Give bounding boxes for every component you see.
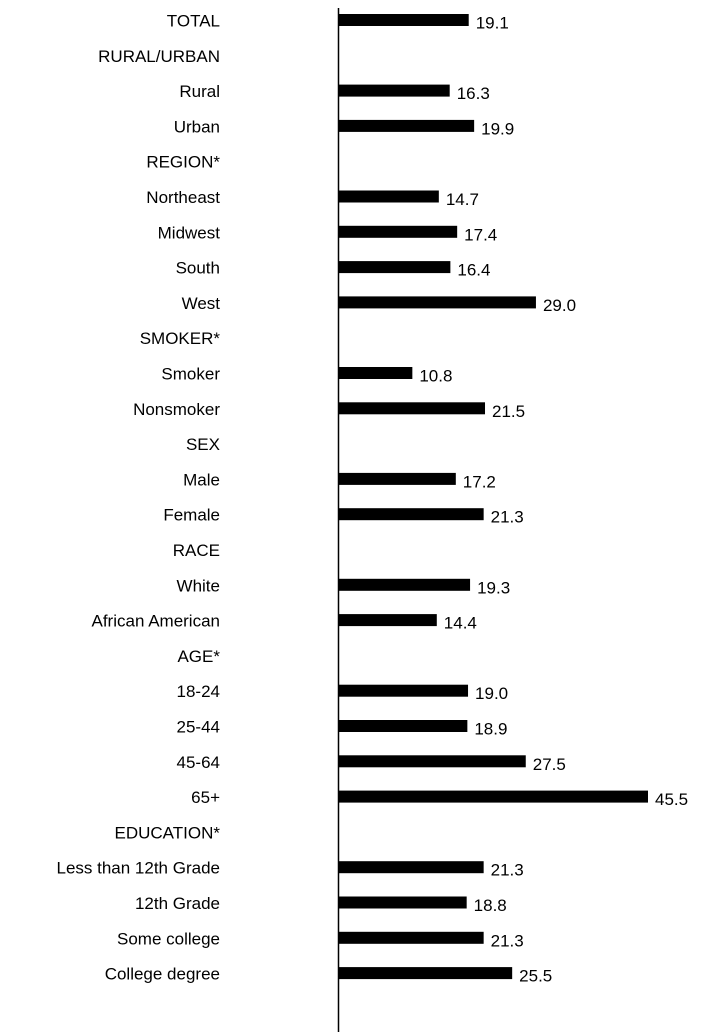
- bar-12th-grade: [339, 896, 467, 909]
- bar-female: [339, 508, 484, 521]
- value-label-less-than-12th-grade: 21.3: [491, 861, 524, 880]
- category-label-female: Female: [163, 506, 220, 525]
- bar-45-64: [339, 755, 526, 768]
- category-label-college-degree: College degree: [105, 965, 220, 984]
- bar-65: [339, 790, 648, 803]
- value-label-white: 19.3: [477, 578, 510, 597]
- category-label-education: EDUCATION*: [115, 823, 221, 842]
- category-label-white: White: [177, 576, 220, 595]
- value-label-college-degree: 25.5: [519, 967, 552, 986]
- value-label-45-64: 27.5: [533, 755, 566, 774]
- category-label-midwest: Midwest: [158, 223, 221, 242]
- value-label-65: 45.5: [655, 790, 688, 809]
- category-label-region: REGION*: [146, 153, 220, 172]
- value-label-rural: 16.3: [457, 84, 490, 103]
- category-label-rural-urban: RURAL/URBAN: [98, 47, 220, 66]
- bar-northeast: [339, 190, 439, 203]
- bar-west: [339, 296, 536, 309]
- bar-nonsmoker: [339, 402, 486, 415]
- category-label-65: 65+: [191, 788, 220, 807]
- bar-midwest: [339, 225, 458, 238]
- category-label-sex: SEX: [186, 435, 220, 454]
- category-label-18-24: 18-24: [177, 682, 220, 701]
- bar-white: [339, 578, 471, 591]
- category-labels: TOTAL RURAL/URBAN Rural Urban REGION* Northea…: [56, 12, 220, 984]
- bar-less-than-12th-grade: [339, 861, 484, 874]
- category-label-some-college: Some college: [117, 929, 220, 948]
- value-label-south: 16.4: [457, 261, 490, 280]
- value-label-some-college: 21.3: [491, 931, 524, 950]
- category-label-african-american: African American: [92, 612, 221, 631]
- category-label-urban: Urban: [174, 117, 220, 136]
- value-label-urban: 19.9: [481, 119, 514, 138]
- value-label-african-american: 14.4: [444, 614, 477, 633]
- category-label-12th-grade: 12th Grade: [135, 894, 220, 913]
- category-label-male: Male: [183, 470, 220, 489]
- category-label-rural: Rural: [179, 82, 220, 101]
- category-label-25-44: 25-44: [177, 718, 220, 737]
- bars: [339, 14, 648, 980]
- category-label-northeast: Northeast: [146, 188, 220, 207]
- bar-african-american: [339, 614, 437, 627]
- category-label-west: West: [182, 294, 221, 313]
- category-label-smoker: Smoker: [161, 365, 220, 384]
- category-label-total: TOTAL: [167, 12, 220, 31]
- value-label-total: 19.1: [476, 14, 509, 33]
- bar-south: [339, 261, 451, 274]
- value-label-smoker: 10.8: [419, 367, 452, 386]
- value-label-18-24: 19.0: [475, 684, 508, 703]
- category-label-nonsmoker: Nonsmoker: [133, 400, 220, 419]
- category-label-less-than-12th-grade: Less than 12th Grade: [56, 859, 220, 878]
- bar-some-college: [339, 931, 484, 944]
- bar-male: [339, 472, 456, 485]
- category-label-race: RACE: [173, 541, 220, 560]
- value-label-nonsmoker: 21.5: [492, 402, 525, 421]
- value-label-male: 17.2: [463, 472, 496, 491]
- bar-rural: [339, 84, 450, 97]
- bar-smoker: [339, 367, 413, 379]
- value-label-female: 21.3: [491, 508, 524, 527]
- category-label-smoker: SMOKER*: [140, 329, 221, 348]
- value-label-12th-grade: 18.8: [474, 896, 507, 915]
- value-label-northeast: 14.7: [446, 190, 479, 209]
- category-label-age: AGE*: [177, 647, 220, 666]
- bar-total: [339, 14, 469, 26]
- value-labels: 19.1 16.3 19.9 14.7 17.4 16.4 29.0 10.8 21.5 17.2…: [419, 14, 688, 986]
- bar-urban: [339, 119, 475, 132]
- bar-25-44: [339, 720, 468, 732]
- value-label-west: 29.0: [543, 296, 576, 315]
- bar-college-degree: [339, 967, 513, 980]
- value-label-25-44: 18.9: [474, 720, 507, 739]
- bar-18-24: [339, 684, 469, 697]
- value-label-midwest: 17.4: [464, 225, 497, 244]
- category-label-south: South: [176, 259, 220, 278]
- category-label-45-64: 45-64: [177, 753, 220, 772]
